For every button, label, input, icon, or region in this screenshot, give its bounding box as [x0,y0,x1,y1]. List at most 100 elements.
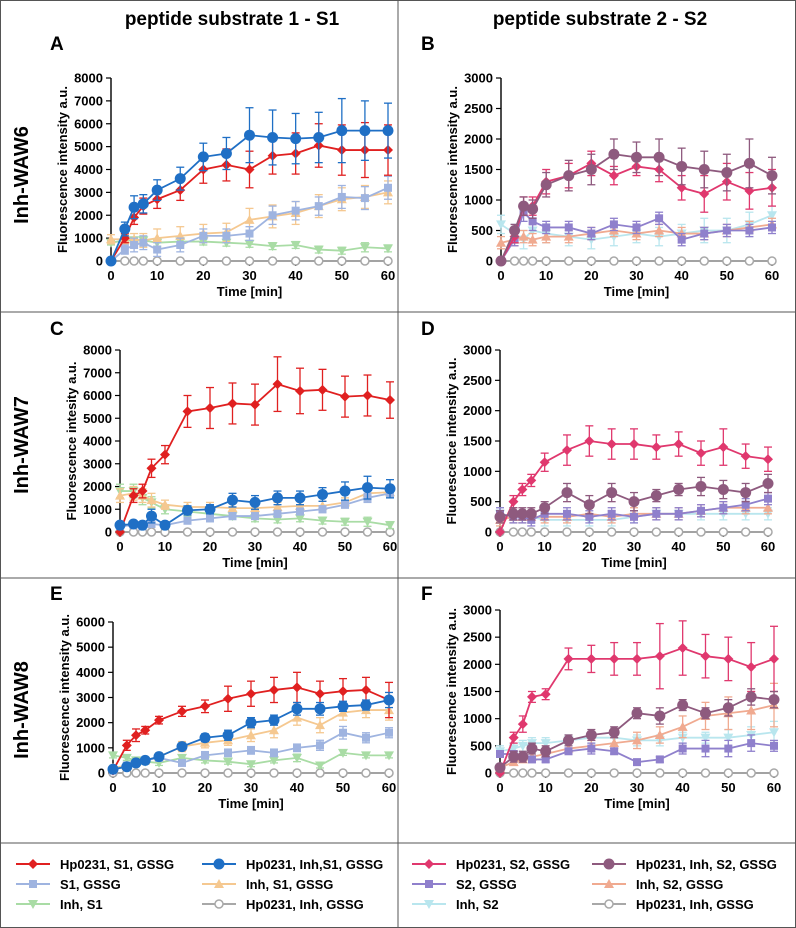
legend-label: Inh, S1, GSSG [246,877,333,892]
data-point [539,457,550,468]
data-point [294,492,306,504]
data-point [160,499,170,509]
data-point [152,233,163,243]
data-point [177,753,187,763]
x-tick-label: 0 [496,780,503,795]
y-axis-label: Fluorescence intesity a.u. [64,362,79,521]
data-point [518,256,529,266]
data-point [108,751,118,761]
data-point [608,148,620,160]
data-point [587,229,596,238]
data-point [361,751,371,761]
data-point [584,436,595,446]
series-line [500,162,773,262]
panel-letter: B [421,34,435,55]
series-s1-gssg [107,175,392,265]
y-tick-label: 4000 [83,434,112,449]
data-point [383,694,395,706]
data-point [385,521,395,531]
data-point [115,490,125,500]
y-tick-label: 2000 [463,403,492,418]
data-point [291,206,300,215]
y-tick-label: 4000 [76,665,105,680]
data-point [362,390,373,401]
data-point [159,519,171,531]
series-hp0231-inh-gssg [496,256,777,266]
legend-label: Hp0231, S2, GSSG [456,857,570,872]
y-tick-label: 3000 [463,603,492,618]
data-point [509,225,521,236]
legend-label: Hp0231, Inh,S1, GSSG [246,857,383,872]
data-point [541,256,551,266]
data-point [138,256,149,266]
data-point [608,170,619,181]
data-point [246,730,256,740]
x-tick-label: 40 [290,780,304,795]
x-tick-label: 50 [335,268,349,283]
y-tick-label: 5000 [76,640,105,655]
data-point [183,516,192,525]
data-point [746,768,756,778]
data-point [508,527,519,537]
data-point [699,256,709,266]
x-axis-label: Time [min] [218,796,284,811]
data-point [317,384,328,395]
data-point [718,527,729,537]
data-point [244,214,255,224]
data-point [586,768,597,778]
data-point [746,705,757,715]
data-point [695,481,707,492]
data-point [766,170,778,182]
data-point [178,758,186,767]
data-point [314,202,323,211]
data-point [146,527,157,537]
data-point [496,237,506,247]
data-point [337,700,349,712]
data-point [267,131,279,143]
y-tick-label: 8000 [83,343,112,358]
data-point [585,729,597,741]
data-point [247,746,255,755]
data-point [700,733,711,743]
data-point [290,240,301,250]
data-point [745,226,754,235]
data-point [114,519,126,531]
data-point [382,125,394,137]
data-point [586,653,597,664]
data-point [227,398,238,409]
data-point [540,745,552,757]
data-point [244,239,255,249]
data-point [673,484,685,496]
data-point [269,684,279,695]
data-point [651,442,662,453]
data-point [295,514,305,524]
data-point [200,701,210,712]
data-point [153,245,162,254]
data-point [201,751,209,760]
data-point [609,768,619,778]
data-point [743,157,755,169]
x-tick-label: 0 [109,780,116,795]
data-point [673,439,684,450]
data-point [768,223,776,232]
data-point [585,164,597,175]
data-point [633,758,641,767]
data-point [526,527,537,537]
data-point [628,496,640,508]
legend-marker [424,900,434,909]
data-point [496,749,504,758]
data-point [724,744,733,753]
data-point [508,768,519,778]
series-hp0231-inh-gssg [495,527,773,537]
data-point [563,170,575,182]
data-point [722,226,731,235]
data-point [272,501,283,511]
series-hp0231-inh-gssg [495,768,779,778]
data-point [767,256,777,266]
data-point [313,131,325,143]
data-point [526,743,538,755]
series-s2-gssg [497,202,776,265]
data-point [341,500,349,509]
data-point [632,768,642,778]
x-tick-label: 40 [675,780,689,795]
